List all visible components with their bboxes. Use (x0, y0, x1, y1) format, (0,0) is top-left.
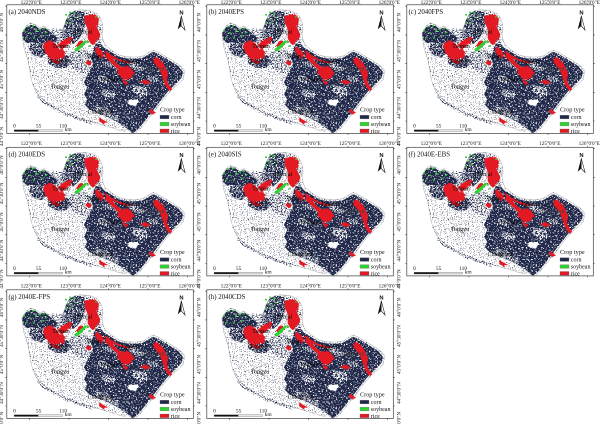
svg-text:(e) 2040SIS: (e) 2040SIS (209, 151, 242, 158)
svg-text:(c) 2040FPS: (c) 2040FPS (409, 9, 444, 16)
svg-text:(a) 2040NDS: (a) 2040NDS (9, 9, 46, 16)
svg-text:(b) 2040EPS: (b) 2040EPS (209, 9, 245, 16)
svg-text:(g) 2040E-FPS: (g) 2040E-FPS (9, 294, 51, 301)
svg-text:(h) 2040CDS: (h) 2040CDS (209, 294, 246, 301)
svg-text:(f) 2040E-EBS: (f) 2040E-EBS (409, 151, 451, 158)
svg-text:(d) 2040EDS: (d) 2040EDS (9, 151, 46, 158)
